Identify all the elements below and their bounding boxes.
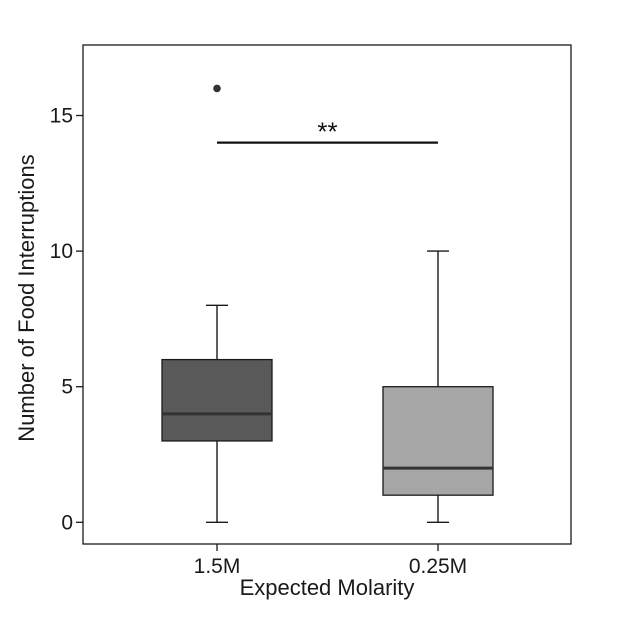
y-tick-label: 10 — [50, 240, 73, 263]
y-axis-title: Number of Food Interruptions — [14, 154, 39, 441]
x-axis-ticks: 1.5M 0.25M — [194, 544, 467, 578]
x-tick-label: 1.5M — [194, 555, 241, 578]
y-tick-label: 0 — [61, 511, 73, 534]
x-axis-title: Expected Molarity — [240, 575, 415, 600]
plot-panel-border — [82, 44, 572, 545]
y-tick-label: 5 — [61, 376, 73, 399]
y-axis-ticks: 0 5 10 15 — [50, 105, 83, 534]
box-1-5m — [161, 358, 273, 442]
x-tick-label: 0.25M — [409, 555, 467, 578]
y-tick-label: 15 — [50, 105, 73, 128]
outlier-point-1-5m — [213, 84, 221, 93]
plot-marks: ** — [161, 84, 494, 524]
significance-label: ** — [317, 117, 337, 147]
box-0-25m — [382, 386, 494, 496]
